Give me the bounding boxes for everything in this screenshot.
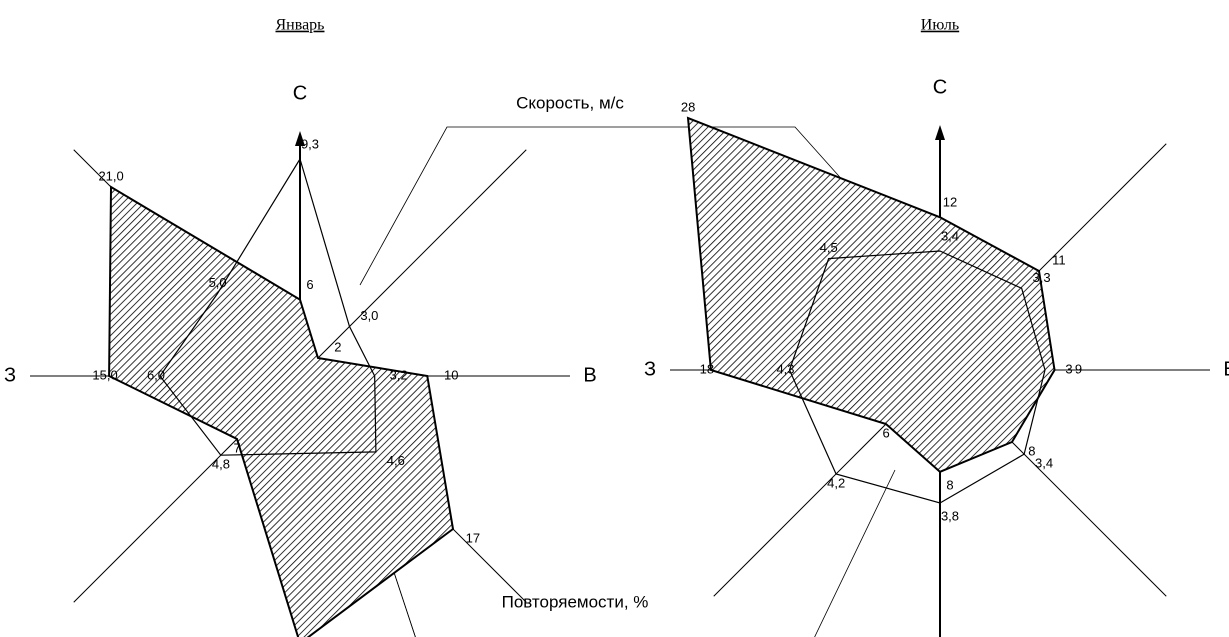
frequency-label: Повторяемости, % [502,592,649,611]
value-label: 9,3 [301,136,319,151]
value-label: 11 [1052,253,1066,268]
value-label: 21,0 [98,169,123,184]
value-label: 2 [334,340,341,355]
value-label: 17 [466,530,480,545]
value-label: 3,2 [390,367,408,382]
direction-label: З [644,358,656,380]
connector [379,469,896,637]
value-label: 4,6 [387,453,405,468]
value-label: 3,8 [941,508,959,523]
value-label: 10 [444,367,458,382]
value-label: 5,0 [209,275,227,290]
value-label: 12 [943,195,957,210]
value-label: 4,5 [820,240,838,255]
arrow [295,131,305,146]
value-label: 4,2 [827,475,845,490]
value-label: 3,3 [1033,270,1051,285]
connector [359,126,881,286]
value-label: 15,0 [92,367,117,382]
frequency-polygon [686,116,1056,473]
direction-label: В [583,364,596,386]
value-label: 6,0 [147,367,165,382]
speed-polygon [788,250,1046,504]
value-label: 6 [306,277,313,292]
value-label: 4,8 [212,457,230,472]
value-label: 6 [882,425,889,440]
speed-label: Скорость, м/с [516,93,624,112]
direction-label: З [4,364,16,386]
value-label: 9 [1075,361,1082,376]
frequency-polygon [108,185,455,637]
value-label: 4,3 [776,361,794,376]
value-label: 7 [233,440,240,455]
direction-label: С [933,76,947,98]
chart-title: Июль [921,17,959,34]
value-label: 28 [681,100,695,115]
direction-label: С [293,82,307,104]
value-label: 3,4 [941,228,959,243]
direction-label: В [1223,358,1229,380]
value-label: 3 [1065,361,1072,376]
value-label: 8 [946,477,953,492]
axis [299,149,527,377]
value-label: 3,0 [360,308,378,323]
value-label: 8 [1028,443,1035,458]
value-label: 3,4 [1035,455,1053,470]
chart-title: Январь [276,17,325,34]
value-label: 18 [700,361,714,376]
speed-polygon [159,157,377,456]
arrow [935,125,945,140]
